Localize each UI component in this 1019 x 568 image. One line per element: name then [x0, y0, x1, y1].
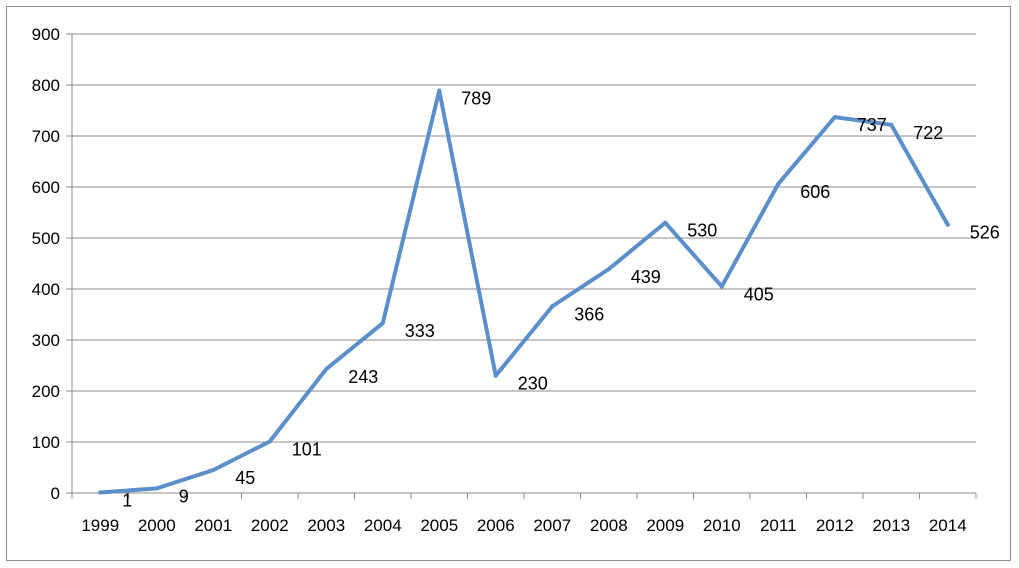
data-point-2005 [437, 88, 442, 93]
data-point-2004 [380, 321, 385, 326]
data-point-2006 [493, 373, 498, 378]
y-tick-label: 400 [32, 280, 60, 299]
y-tick-label: 300 [32, 331, 60, 350]
x-tick-label-2009: 2009 [646, 516, 684, 535]
data-point-2008 [606, 267, 611, 272]
data-label-2011: 606 [800, 182, 830, 202]
y-tick-label: 200 [32, 382, 60, 401]
data-label-2010: 405 [744, 284, 774, 304]
y-tick-label: 900 [32, 25, 60, 44]
data-point-2009 [663, 220, 668, 225]
data-point-2010 [719, 284, 724, 289]
series-line-0 [98, 88, 950, 495]
x-tick-label-2000: 2000 [138, 516, 176, 535]
data-label-2014: 526 [970, 223, 1000, 243]
chart-frame [6, 6, 1011, 561]
y-tick-label: 500 [32, 229, 60, 248]
data-label-2007: 366 [574, 304, 604, 324]
x-tick-label-2012: 2012 [816, 516, 854, 535]
x-tick-label-2014: 2014 [929, 516, 967, 535]
x-tick-label-2001: 2001 [194, 516, 232, 535]
data-label-2002: 101 [292, 439, 322, 459]
x-tick-label-2005: 2005 [420, 516, 458, 535]
y-tick-label: 0 [51, 484, 60, 503]
data-point-2011 [776, 181, 781, 186]
data-label-2001: 45 [235, 468, 255, 488]
data-point-2012 [832, 115, 837, 120]
data-label-2000: 9 [179, 486, 189, 506]
data-label-1999: 1 [122, 490, 132, 510]
data-point-2007 [550, 304, 555, 309]
data-point-2002 [267, 439, 272, 444]
data-label-2005: 789 [461, 89, 491, 109]
x-tick-label-2008: 2008 [590, 516, 628, 535]
axes [66, 33, 977, 499]
x-tick-label-2013: 2013 [872, 516, 910, 535]
data-label-2008: 439 [631, 267, 661, 287]
data-point-2000 [154, 486, 159, 491]
data-label-2009: 530 [687, 221, 717, 241]
y-tick-label: 100 [32, 433, 60, 452]
x-tick-label-1999: 1999 [81, 516, 119, 535]
x-tick-label-2006: 2006 [477, 516, 515, 535]
x-tick-label-2004: 2004 [364, 516, 402, 535]
data-label-2004: 333 [405, 321, 435, 341]
data-point-2003 [324, 367, 329, 372]
gridlines [72, 33, 976, 443]
y-tick-label: 700 [32, 127, 60, 146]
data-label-2006: 230 [518, 374, 548, 394]
data-label-2012: 737 [857, 115, 887, 135]
data-label-2003: 243 [348, 367, 378, 387]
y-tick-labels: 0 100 200 300 400 500 600 700 800 900 [32, 25, 60, 503]
series-lines [98, 88, 950, 495]
y-tick-label: 800 [32, 76, 60, 95]
x-tick-label-2002: 2002 [251, 516, 289, 535]
data-label-2013: 722 [913, 123, 943, 143]
x-tick-label-2003: 2003 [307, 516, 345, 535]
data-point-2013 [889, 122, 894, 127]
data-labels: 1 9 45 101 243 333 789 230 366 439 530 405 606 737 722… [122, 89, 1000, 511]
data-point-2001 [211, 468, 216, 473]
y-tick-label: 600 [32, 178, 60, 197]
data-point-1999 [98, 490, 103, 495]
data-point-2014 [945, 222, 950, 227]
x-tick-label-2007: 2007 [533, 516, 571, 535]
x-tick-label-2010: 2010 [703, 516, 741, 535]
x-tick-label-2011: 2011 [760, 516, 797, 535]
x-tick-labels: 1999 2000 2001 2002 2003 2004 2005 2006 2007 2008… [81, 516, 966, 535]
